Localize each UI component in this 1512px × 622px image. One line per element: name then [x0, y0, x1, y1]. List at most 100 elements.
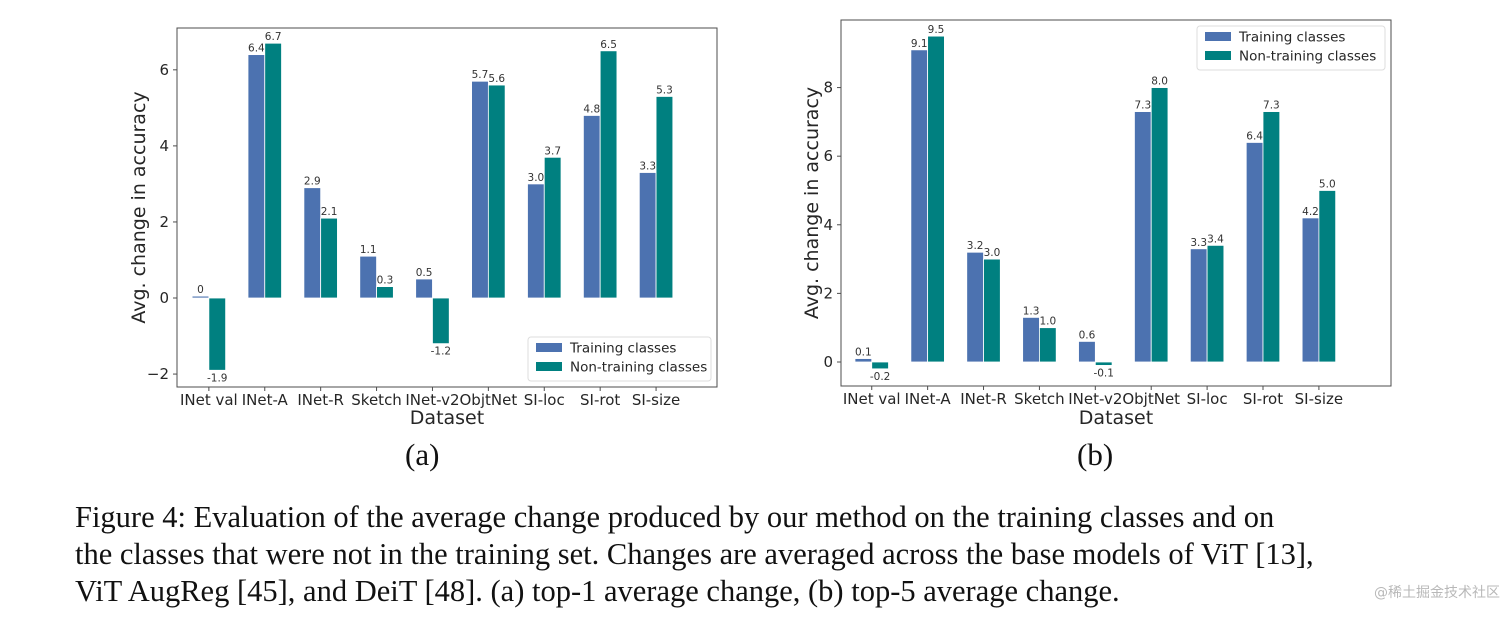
bar-value-label: 3.2 — [967, 240, 984, 252]
bar-non-training-inet-a — [927, 35, 945, 363]
bar-non-training-inet-val — [208, 297, 227, 371]
watermark: @稀土掘金技术社区 — [1374, 585, 1500, 601]
x-tick-label: SI-size — [1295, 390, 1343, 408]
x-tick-label: ObjtNet — [460, 391, 518, 409]
legend: Training classes Non-training classes — [1196, 25, 1386, 71]
x-tick-label: INet-R — [960, 390, 1007, 408]
bar-training-si-size — [638, 172, 657, 299]
bar-value-label: 1.3 — [1023, 305, 1040, 317]
legend-swatch-non-training — [536, 362, 562, 371]
figure-charts: 0 6.4 2.9 1.1 0.5 5.7 3.0 4.8 3.3 -1.9 6.7 2.1 0.3 -1… — [128, 19, 1392, 429]
plot-frame — [176, 27, 718, 388]
bar-value-label: -0.1 — [1093, 367, 1114, 379]
bar-training-sketch — [1022, 316, 1040, 363]
bar-value-label: 9.5 — [928, 24, 945, 36]
x-tick-label: Sketch — [1014, 390, 1065, 408]
bar-value-label: 8.0 — [1151, 76, 1168, 88]
legend: Training classes Non-training classes — [527, 336, 712, 382]
y-tick-label: 4 — [823, 216, 833, 234]
bar-value-label: 7.3 — [1134, 100, 1151, 112]
bar-value-label: 3.7 — [544, 145, 561, 157]
legend-label-non-training: Non-training classes — [1239, 49, 1376, 65]
y-tick-label: 0 — [159, 289, 169, 307]
x-tick-label: SI-rot — [1243, 390, 1283, 408]
bar-non-training-si-rot — [599, 50, 618, 299]
y-tick-label: 0 — [823, 353, 833, 371]
bar-non-training-si-loc — [543, 156, 562, 299]
bar-value-label: 1.0 — [1039, 316, 1056, 328]
bar-value-label: 5.3 — [656, 84, 673, 96]
y-tick-label: 4 — [159, 137, 169, 155]
subcaption-b: (b) — [1077, 437, 1114, 472]
bar-non-training-inet-v2 — [1094, 361, 1113, 366]
bar-training-inet-val — [191, 295, 210, 299]
legend-label-non-training: Non-training classes — [570, 360, 707, 376]
bar-value-label: 0.1 — [855, 347, 872, 359]
x-tick-label: SI-rot — [580, 391, 620, 409]
bar-value-label: 2.1 — [321, 206, 338, 218]
legend-box — [527, 336, 712, 382]
legend-swatch-non-training — [1205, 51, 1231, 60]
legend-label-training: Training classes — [569, 341, 676, 357]
bar-training-objtnet — [1134, 111, 1152, 363]
x-tick-label: INet-R — [297, 391, 344, 409]
bar-non-training-si-rot — [1262, 111, 1281, 363]
y-tick-label: 2 — [823, 284, 833, 302]
x-axis-title: Dataset — [1079, 407, 1153, 429]
y-tick-label: 8 — [823, 79, 833, 97]
x-tick-label: SI-loc — [524, 391, 565, 409]
bar-training-inet-v2 — [415, 278, 433, 299]
x-tick-label: INet-A — [242, 391, 289, 409]
bar-value-label: 7.3 — [1263, 100, 1280, 112]
bar-training-inet-val — [854, 358, 873, 363]
bar-non-training-objtnet — [487, 84, 506, 299]
bar-value-label: 5.7 — [472, 69, 489, 81]
legend-label-training: Training classes — [1238, 30, 1345, 46]
bar-non-training-sketch — [1039, 327, 1057, 363]
y-tick-label: 6 — [159, 61, 169, 79]
bar-non-training-inet-v2 — [432, 297, 450, 345]
bar-training-objtnet — [471, 80, 489, 299]
bar-non-training-inet-val — [871, 361, 889, 370]
bar-training-inet-r — [966, 251, 984, 363]
caption-line-3: ViT AugReg [45], and DeiT [48]. (a) top-… — [75, 574, 1120, 608]
bar-non-training-si-size — [655, 96, 674, 299]
bar-value-label: -0.2 — [870, 371, 891, 383]
legend-swatch-training — [536, 343, 562, 352]
bar-non-training-inet-a — [264, 42, 282, 299]
bar-value-label: 3.4 — [1207, 233, 1224, 245]
bar-value-label: 0.3 — [377, 275, 394, 287]
bar-value-label: 3.0 — [984, 247, 1001, 259]
bar-value-label: 1.1 — [360, 244, 377, 256]
bar-value-label: 4.8 — [583, 103, 600, 115]
y-tick-label: −2 — [147, 365, 169, 383]
x-tick-label: SI-loc — [1187, 390, 1228, 408]
bar-training-si-loc — [1189, 248, 1208, 363]
chart-a: 0 6.4 2.9 1.1 0.5 5.7 3.0 4.8 3.3 -1.9 6.7 2.1 0.3 -1… — [128, 27, 718, 429]
x-tick-label: INet val — [843, 390, 901, 408]
bar-value-label: 0.5 — [416, 267, 433, 279]
subcaption-a: (a) — [405, 437, 440, 472]
bar-non-training-inet-r — [320, 217, 338, 299]
bar-value-label: 0 — [197, 284, 204, 296]
y-axis-title: Avg. change in accuracy — [128, 91, 150, 323]
plot-frame — [840, 19, 1392, 387]
bar-value-label: 4.2 — [1302, 206, 1319, 218]
bar-non-training-objtnet — [1150, 87, 1169, 363]
caption-line-2: the classes that were not in the trainin… — [75, 537, 1314, 571]
bar-value-label: -1.2 — [431, 346, 452, 358]
bar-non-training-si-loc — [1206, 244, 1225, 363]
bar-training-inet-r — [303, 187, 322, 299]
bar-value-label: -1.9 — [207, 372, 228, 384]
y-tick-label: 2 — [159, 213, 169, 231]
bar-value-label: 6.5 — [600, 39, 617, 51]
y-tick-label: 6 — [823, 147, 833, 165]
bar-training-inet-a — [910, 49, 929, 363]
bar-non-training-inet-r — [983, 258, 1001, 363]
figure-caption: Figure 4: Evaluation of the average chan… — [75, 499, 1475, 610]
bar-training-si-loc — [527, 183, 545, 299]
x-tick-label: SI-size — [632, 391, 680, 409]
bar-value-label: 3.3 — [639, 161, 656, 173]
legend-swatch-training — [1205, 32, 1231, 41]
bar-training-inet-a — [247, 54, 266, 299]
